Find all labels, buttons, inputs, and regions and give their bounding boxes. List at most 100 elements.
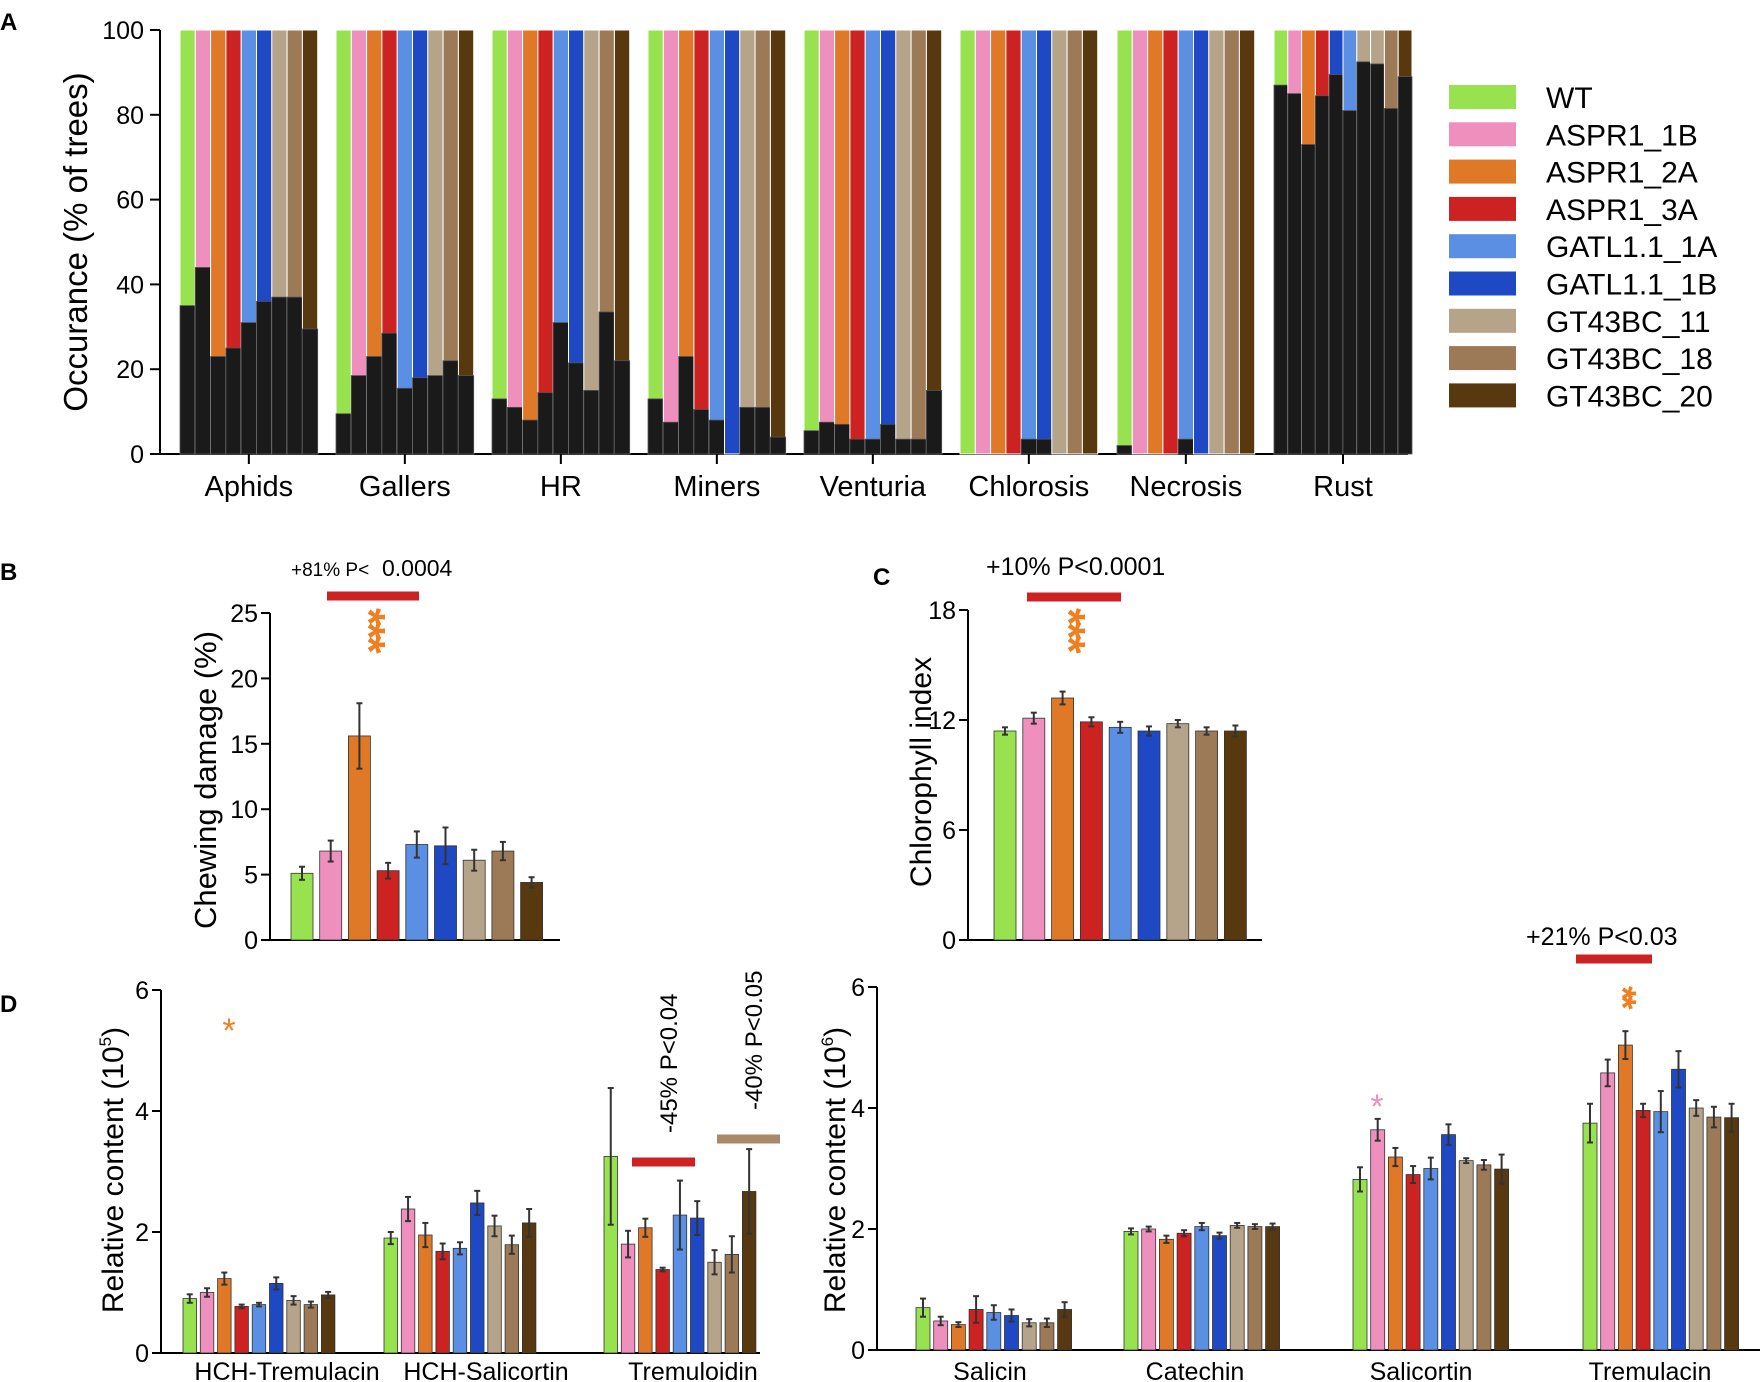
c-bar-gatl1-1-1a bbox=[1108, 726, 1132, 941]
b-bar-wt bbox=[290, 872, 314, 941]
d1-bar-hch-salicortin-aspr1-1b bbox=[400, 1208, 416, 1354]
d2-y-tick-label: 4 bbox=[851, 1095, 865, 1123]
a-bar-chlorosis-gt43bc-18 bbox=[1066, 29, 1083, 455]
d2-category-label-tremulacin: Tremulacin bbox=[1589, 1358, 1712, 1382]
a-dark-segment-rust-aspr1-1b bbox=[1287, 93, 1303, 455]
d2-bar-catechin-gt43bc-18 bbox=[1247, 1226, 1263, 1351]
a-dark-segment-aphids-aspr1-1b bbox=[194, 267, 212, 455]
a-bar-hr-aspr1-1b bbox=[506, 29, 524, 455]
d1-annotation-asp: -45% P<0.04 bbox=[656, 994, 683, 1133]
a-dark-segment-miners-gt43bc-11 bbox=[739, 406, 756, 455]
a-category-label-aphids: Aphids bbox=[205, 471, 294, 503]
a-bar-chlorosis-gatl1-1-1b bbox=[1036, 29, 1053, 455]
a-category-label-necrosis: Necrosis bbox=[1129, 471, 1242, 503]
d1-y-label-exponent: 5 bbox=[96, 1037, 115, 1046]
d1-star-hch-tremulacin: * bbox=[222, 1012, 235, 1050]
legend-label-aspr1-1b: ASPR1_1B bbox=[1546, 119, 1698, 152]
a-dark-segment-gallers-gt43bc-20 bbox=[457, 375, 475, 455]
a-dark-segment-gallers-aspr1-3a bbox=[381, 332, 398, 455]
a-dark-segment-rust-wt bbox=[1273, 84, 1289, 455]
d1-bar-hch-salicortin-aspr1-2a bbox=[418, 1234, 433, 1354]
d1-bar-tremuloidin-aspr1-2a bbox=[638, 1227, 653, 1354]
d1-bar-tremuloidin-aspr1-3a bbox=[655, 1269, 670, 1354]
d2-bar-tremulacin-wt bbox=[1582, 1122, 1598, 1351]
d2-category-label-catechin: Catechin bbox=[1146, 1358, 1245, 1382]
d1-bar-hch-salicortin-aspr1-3a bbox=[435, 1250, 450, 1354]
a-dark-segment-venturia-aspr1-3a bbox=[849, 438, 866, 455]
panel-label-c: C bbox=[873, 564, 890, 591]
b-annotation-prefix: +81% P< bbox=[291, 560, 369, 581]
c-y-axis-label: Chlorophyll index bbox=[905, 657, 938, 887]
d2-bar-catechin-wt bbox=[1123, 1231, 1139, 1351]
b-bar-aspr1-1b bbox=[319, 850, 343, 941]
c-bar-aspr1-3a bbox=[1080, 721, 1103, 941]
a-dark-segment-venturia-gatl1-1-1a bbox=[864, 438, 881, 455]
d2-y-tick-label: 6 bbox=[851, 974, 865, 1002]
a-dark-segment-rust-aspr1-3a bbox=[1315, 95, 1330, 455]
d1-bar-tremuloidin-gatl1-1-1b bbox=[690, 1217, 705, 1354]
panel-a-occurrence-chart: 0 20 40 60 80 100 Occurance (% of trees) Aphids… bbox=[57, 17, 1717, 503]
a-y-tick-label: 60 bbox=[116, 187, 144, 215]
d2-bar-tremulacin-gatl1-1-1a bbox=[1653, 1111, 1669, 1351]
legend-swatch-gatl1-1-1b bbox=[1449, 271, 1516, 296]
d2-y-tick-label: 2 bbox=[851, 1216, 865, 1244]
d2-bar-catechin-aspr1-2a bbox=[1159, 1238, 1174, 1351]
c-y-tick-label: 18 bbox=[928, 597, 956, 625]
d1-bar-hch-tremulacin-wt bbox=[182, 1298, 197, 1354]
a-bar-miners-gatl1-1-1b bbox=[724, 29, 741, 455]
legend-swatch-aspr1-1b bbox=[1449, 122, 1516, 147]
a-dark-segment-venturia-gt43bc-18 bbox=[910, 438, 927, 455]
a-dark-segment-rust-gatl1-1-1a bbox=[1342, 110, 1358, 455]
a-dark-segment-hr-aspr1-1b bbox=[506, 406, 523, 455]
a-category-label-hr: HR bbox=[540, 471, 582, 503]
a-bar-chlorosis-gt43bc-20 bbox=[1081, 29, 1099, 455]
a-bar-venturia-aspr1-3a bbox=[849, 29, 866, 455]
d2-y-label-base: Relative content (10 bbox=[819, 1046, 852, 1313]
legend-label-gt43bc-20: GT43BC_20 bbox=[1546, 380, 1713, 413]
d1-bar-hch-tremulacin-gt43bc-20 bbox=[320, 1294, 336, 1354]
c-y-tick-label: 0 bbox=[942, 927, 956, 955]
a-dark-segment-hr-gt43bc-20 bbox=[614, 360, 631, 455]
a-bar-necrosis-gatl1-1-1a bbox=[1177, 29, 1194, 455]
d2-bar-salicortin-gt43bc-11 bbox=[1458, 1160, 1474, 1351]
d2-bar-tremulacin-gt43bc-20 bbox=[1724, 1117, 1739, 1351]
d2-annotation-text: +21% P<0.03 bbox=[1526, 923, 1678, 951]
b-bar-gt43bc-11 bbox=[462, 859, 486, 941]
a-y-tick-label: 80 bbox=[116, 102, 144, 130]
c-bar-gt43bc-20 bbox=[1224, 730, 1247, 941]
a-bar-chlorosis-aspr1-3a bbox=[1005, 29, 1022, 455]
a-dark-segment-hr-gatl1-1-1a bbox=[552, 322, 569, 455]
a-dark-segment-aphids-gatl1-1-1b bbox=[256, 300, 273, 455]
a-bar-gallers-wt bbox=[335, 29, 352, 455]
b-y-tick-label: 5 bbox=[244, 862, 258, 890]
a-dark-segment-necrosis-gatl1-1-1a bbox=[1177, 438, 1194, 455]
c-significance-stars: *** bbox=[1043, 608, 1095, 654]
b-y-tick-label: 15 bbox=[230, 731, 258, 759]
d2-bar-catechin-gatl1-1-1b bbox=[1212, 1235, 1227, 1351]
legend-swatch-aspr1-2a bbox=[1449, 159, 1516, 184]
a-dark-segment-hr-gatl1-1-1b bbox=[568, 362, 585, 455]
a-dark-segment-venturia-gatl1-1-1b bbox=[880, 423, 897, 455]
a-bar-necrosis-gt43bc-18 bbox=[1223, 29, 1240, 455]
a-bar-chlorosis-wt bbox=[959, 29, 976, 455]
a-bar-miners-gatl1-1-1a bbox=[708, 29, 726, 455]
a-dark-segment-aphids-gt43bc-11 bbox=[271, 296, 288, 455]
a-dark-segment-miners-gt43bc-18 bbox=[754, 406, 771, 455]
d1-y-tick-label: 2 bbox=[135, 1219, 149, 1247]
a-bar-necrosis-gt43bc-11 bbox=[1208, 29, 1225, 455]
d1-y-label-base: Relative content (10 bbox=[97, 1046, 130, 1313]
a-bar-hr-aspr1-2a bbox=[522, 29, 539, 455]
a-dark-segment-aphids-gt43bc-20 bbox=[301, 328, 319, 455]
a-bar-necrosis-aspr1-2a bbox=[1147, 29, 1164, 455]
d1-y-tick-label: 6 bbox=[135, 977, 149, 1005]
legend-swatch-gatl1-1-1a bbox=[1449, 234, 1516, 259]
a-dark-segment-chlorosis-gatl1-1-1a bbox=[1020, 438, 1037, 455]
panel-label-d: D bbox=[0, 991, 17, 1018]
a-dark-segment-rust-aspr1-2a bbox=[1301, 144, 1316, 455]
d2-bar-tremulacin-aspr1-2a bbox=[1618, 1044, 1633, 1351]
a-bar-miners-wt bbox=[647, 29, 664, 455]
d2-category-label-salicortin: Salicortin bbox=[1370, 1358, 1473, 1382]
d1-bar-hch-tremulacin-gatl1-1-1a bbox=[251, 1304, 267, 1354]
a-bar-venturia-aspr1-1b bbox=[818, 29, 836, 455]
